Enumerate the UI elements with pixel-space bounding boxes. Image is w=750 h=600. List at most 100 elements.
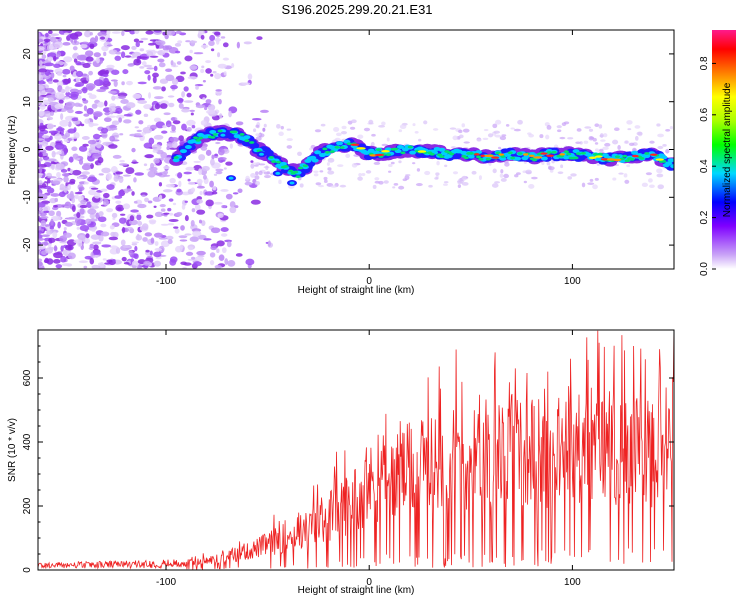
noise-blob bbox=[349, 126, 356, 130]
ridge-mark bbox=[629, 157, 635, 161]
noise-blob bbox=[200, 120, 207, 126]
noise-blob bbox=[416, 168, 421, 172]
noise-blob bbox=[46, 123, 54, 130]
noise-blob bbox=[357, 176, 363, 181]
noise-blob bbox=[46, 230, 53, 235]
noise-blob bbox=[86, 75, 90, 82]
noise-blob bbox=[46, 187, 55, 194]
noise-blob bbox=[169, 212, 174, 216]
noise-blob bbox=[131, 191, 135, 196]
noise-blob bbox=[649, 140, 655, 144]
noise-blob bbox=[186, 119, 196, 126]
noise-blob bbox=[170, 84, 178, 90]
noise-blob bbox=[47, 97, 55, 103]
noise-blob bbox=[194, 203, 201, 211]
ridge-mark bbox=[639, 156, 645, 160]
noise-blob bbox=[145, 30, 154, 35]
ridge-mark bbox=[334, 145, 340, 149]
noise-blob bbox=[106, 208, 114, 213]
noise-blob bbox=[214, 73, 222, 80]
noise-blob bbox=[135, 199, 143, 205]
noise-blob bbox=[45, 94, 56, 99]
noise-blob bbox=[345, 153, 351, 158]
noise-blob bbox=[50, 218, 54, 226]
noise-blob bbox=[149, 250, 153, 256]
noise-blob bbox=[53, 63, 61, 69]
ridge-mark bbox=[346, 142, 352, 146]
noise-blob bbox=[91, 264, 101, 269]
noise-blob bbox=[154, 241, 159, 247]
ridge-mark bbox=[438, 147, 446, 152]
noise-blob bbox=[255, 133, 261, 137]
noise-blob bbox=[525, 169, 532, 174]
noise-blob bbox=[209, 252, 216, 258]
noise-blob bbox=[43, 259, 50, 264]
noise-blob bbox=[351, 163, 358, 168]
noise-blob bbox=[205, 99, 212, 104]
noise-blob bbox=[163, 112, 171, 116]
noise-blob bbox=[113, 175, 119, 182]
noise-blob bbox=[53, 55, 57, 62]
noise-blob bbox=[175, 50, 181, 54]
noise-blob bbox=[60, 150, 65, 156]
noise-blob bbox=[38, 125, 47, 130]
noise-blob bbox=[488, 162, 492, 166]
noise-blob bbox=[49, 36, 57, 43]
noise-blob bbox=[118, 163, 128, 166]
noise-blob bbox=[69, 65, 75, 72]
noise-blob bbox=[225, 193, 233, 200]
noise-blob bbox=[221, 247, 227, 254]
noise-blob bbox=[166, 30, 176, 36]
noise-blob bbox=[143, 163, 148, 167]
snr-ytick-label: 400 bbox=[22, 433, 33, 450]
noise-blob bbox=[88, 70, 94, 76]
noise-blob bbox=[97, 101, 105, 108]
noise-blob bbox=[56, 151, 62, 155]
noise-blob bbox=[278, 131, 284, 137]
noise-blob bbox=[114, 195, 123, 199]
noise-blob bbox=[208, 40, 215, 47]
noise-blob bbox=[499, 173, 504, 178]
noise-blob bbox=[92, 241, 102, 245]
noise-blob bbox=[504, 162, 510, 167]
noise-blob bbox=[81, 98, 87, 101]
noise-blob bbox=[134, 126, 140, 129]
noise-blob bbox=[72, 153, 79, 159]
spectrogram-xtick-label: -100 bbox=[156, 276, 176, 287]
noise-blob bbox=[60, 88, 66, 94]
noise-blob bbox=[220, 36, 226, 39]
noise-blob bbox=[247, 73, 253, 80]
noise-blob bbox=[47, 116, 54, 121]
noise-blob bbox=[56, 210, 62, 218]
noise-blob bbox=[415, 183, 423, 187]
noise-blob bbox=[167, 223, 175, 226]
ridge-mark bbox=[233, 134, 241, 139]
noise-blob bbox=[462, 175, 467, 181]
noise-blob bbox=[133, 38, 140, 43]
noise-blob bbox=[50, 72, 55, 79]
noise-blob bbox=[39, 104, 46, 110]
noise-blob bbox=[245, 175, 250, 181]
noise-blob bbox=[662, 143, 667, 147]
noise-blob bbox=[160, 151, 168, 159]
noise-blob bbox=[43, 210, 49, 214]
noise-blob bbox=[83, 113, 90, 117]
noise-blob bbox=[381, 143, 388, 147]
noise-blob bbox=[373, 161, 381, 165]
noise-blob bbox=[602, 133, 608, 138]
noise-blob bbox=[374, 180, 380, 184]
noise-blob bbox=[398, 160, 402, 164]
noise-blob bbox=[549, 169, 554, 173]
noise-blob bbox=[203, 238, 212, 241]
ridge-mark bbox=[172, 158, 180, 163]
noise-blob bbox=[79, 225, 90, 232]
noise-blob bbox=[229, 206, 237, 214]
noise-blob bbox=[398, 185, 405, 190]
noise-blob bbox=[91, 103, 98, 109]
noise-blob bbox=[93, 244, 99, 251]
noise-blob bbox=[221, 204, 227, 209]
ridge-hotspot bbox=[655, 158, 664, 161]
noise-blob bbox=[165, 183, 176, 188]
noise-blob bbox=[68, 156, 74, 163]
ridge-mark bbox=[624, 159, 630, 163]
